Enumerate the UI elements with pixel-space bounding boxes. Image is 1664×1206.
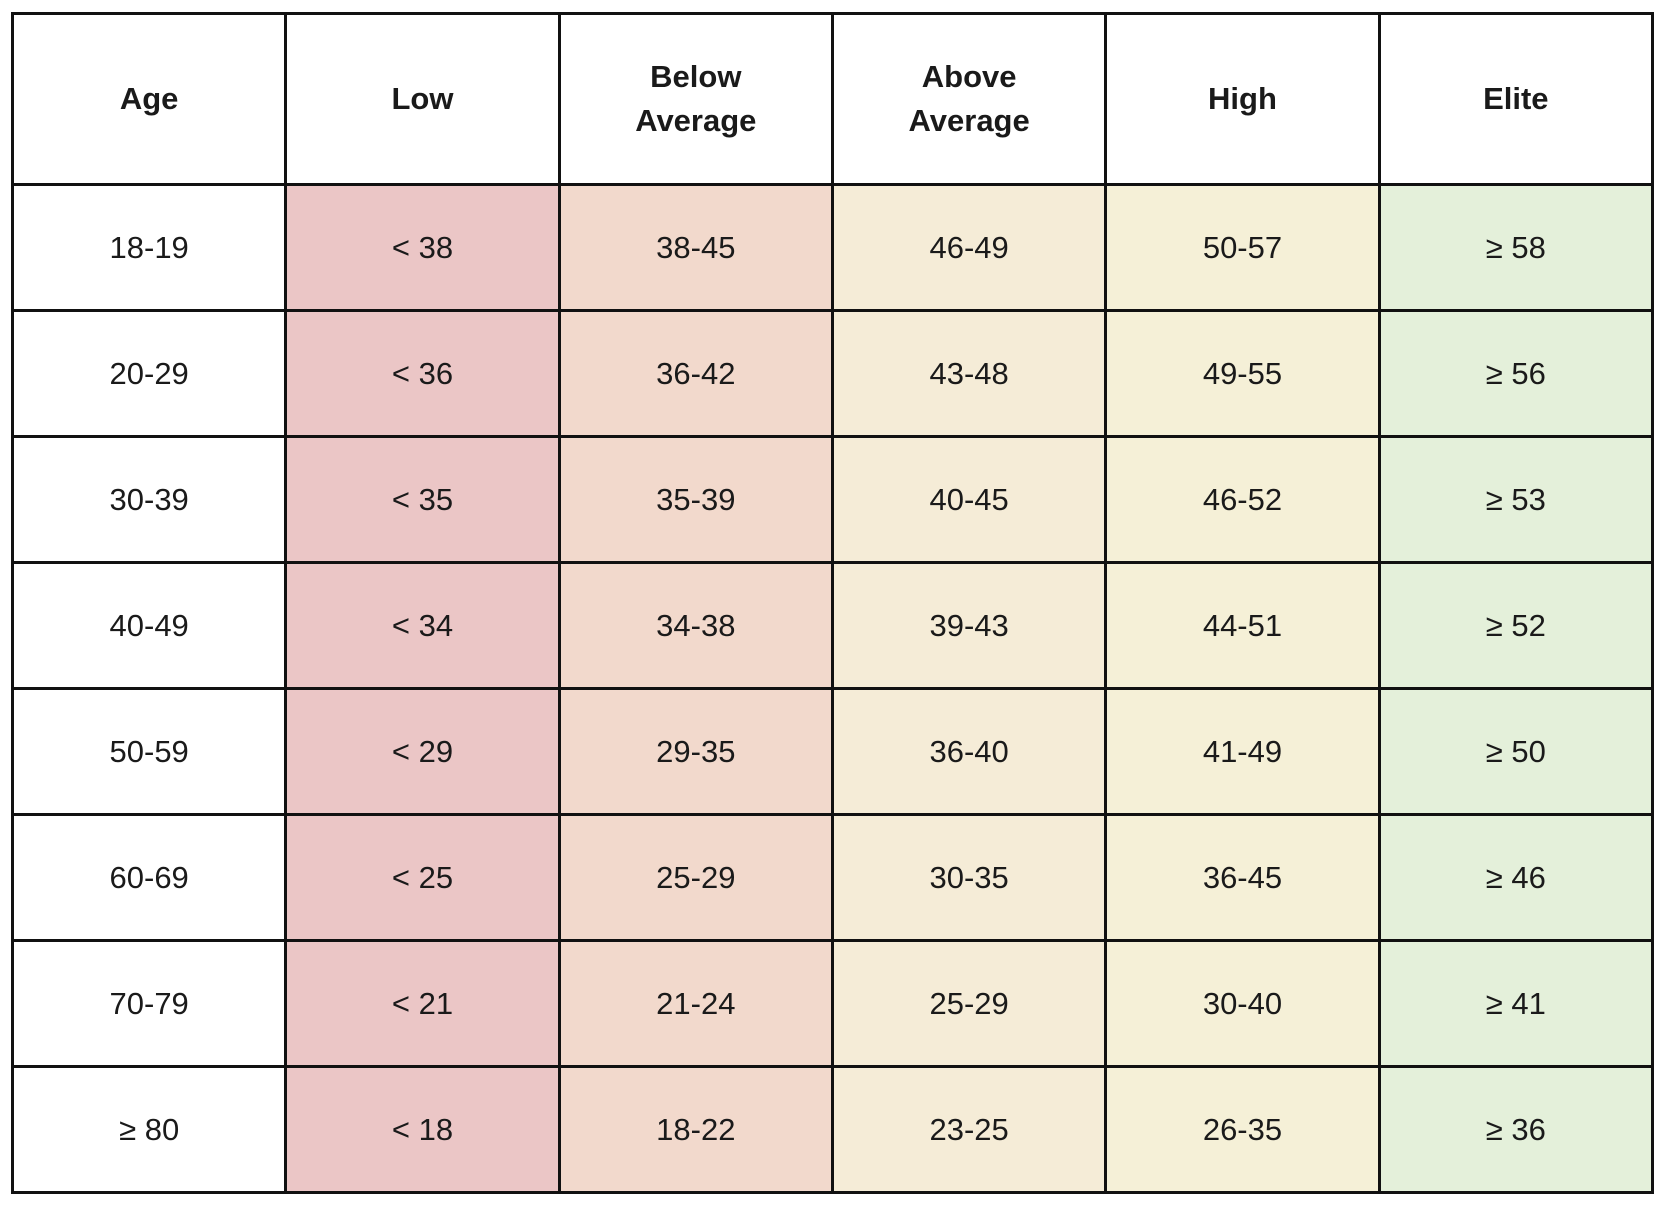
table-row: 60-69 < 25 25-29 30-35 36-45 ≥ 46 [10, 813, 1655, 942]
header-cell: Above Average [830, 12, 1108, 186]
table-cell: ≥ 41 [1377, 939, 1655, 1068]
table-cell: 36-42 [557, 309, 834, 438]
table-cell: 38-45 [557, 183, 834, 312]
table-cell: 25-29 [557, 813, 834, 942]
table-cell: 30-39 [10, 435, 288, 564]
header-row: Age Low Below Average Above Average High Elit… [10, 12, 1655, 186]
table-cell: 18-22 [557, 1065, 834, 1194]
table-cell: < 36 [284, 309, 561, 438]
header-cell: High [1104, 12, 1381, 186]
table-cell: < 35 [284, 435, 561, 564]
table-row: 18-19 < 38 38-45 46-49 50-57 ≥ 58 [10, 183, 1655, 312]
table-cell: ≥ 80 [10, 1065, 288, 1194]
table-cell: 50-57 [1104, 183, 1381, 312]
table-cell: 41-49 [1104, 687, 1381, 816]
table-cell: 35-39 [557, 435, 834, 564]
table-cell: 21-24 [557, 939, 834, 1068]
table-row: ≥ 80 < 18 18-22 23-25 26-35 ≥ 36 [10, 1065, 1655, 1194]
header-text: Age [119, 81, 179, 116]
header-text: Elite [1483, 81, 1549, 116]
header-text: High [1208, 81, 1277, 116]
table-row: 40-49 < 34 34-38 39-43 44-51 ≥ 52 [10, 561, 1655, 690]
header-cell: Elite [1377, 12, 1655, 186]
table-body: 18-19 < 38 38-45 46-49 50-57 ≥ 58 20-29 < 36 36-… [10, 183, 1655, 1194]
table-cell: 46-49 [830, 183, 1108, 312]
table-cell: 30-40 [1104, 939, 1381, 1068]
table-cell: ≥ 56 [1377, 309, 1655, 438]
table-cell: 36-40 [830, 687, 1108, 816]
table-cell: 70-79 [10, 939, 288, 1068]
table-cell: < 38 [284, 183, 561, 312]
table-cell: 18-19 [10, 183, 288, 312]
table-row: 70-79 < 21 21-24 25-29 30-40 ≥ 41 [10, 939, 1655, 1068]
table-cell: 44-51 [1104, 561, 1381, 690]
table-header: Age Low Below Average Above Average High Elit… [10, 12, 1655, 186]
header-cell: Low [284, 12, 561, 186]
table-cell: 34-38 [557, 561, 834, 690]
table-cell: 50-59 [10, 687, 288, 816]
table-cell: 30-35 [830, 813, 1108, 942]
table-cell: 29-35 [557, 687, 834, 816]
table-cell: ≥ 58 [1377, 183, 1655, 312]
table-cell: < 21 [284, 939, 561, 1068]
table-cell: 46-52 [1104, 435, 1381, 564]
table-cell: 20-29 [10, 309, 288, 438]
table-cell: < 25 [284, 813, 561, 942]
table-cell: 40-45 [830, 435, 1108, 564]
table-cell: 49-55 [1104, 309, 1381, 438]
table-cell: < 18 [284, 1065, 561, 1194]
table-cell: 23-25 [830, 1065, 1108, 1194]
table-cell: 39-43 [830, 561, 1108, 690]
header-cell: Age [10, 12, 288, 186]
header-text: Below Average [635, 59, 757, 138]
table-cell: ≥ 50 [1377, 687, 1655, 816]
table-cell: 43-48 [830, 309, 1108, 438]
table-cell: ≥ 36 [1377, 1065, 1655, 1194]
table-cell: ≥ 46 [1377, 813, 1655, 942]
table-row: 30-39 < 35 35-39 40-45 46-52 ≥ 53 [10, 435, 1655, 564]
rating-table: Age Low Below Average Above Average High Elit… [10, 12, 1655, 1194]
table-cell: 40-49 [10, 561, 288, 690]
header-text: Above Average [908, 59, 1030, 138]
table-cell: 26-35 [1104, 1065, 1381, 1194]
table-cell: 36-45 [1104, 813, 1381, 942]
table-cell: 25-29 [830, 939, 1108, 1068]
header-text: Low [391, 81, 454, 116]
header-cell: Below Average [557, 12, 834, 186]
table-row: 20-29 < 36 36-42 43-48 49-55 ≥ 56 [10, 309, 1655, 438]
table-cell: ≥ 52 [1377, 561, 1655, 690]
table-cell: 60-69 [10, 813, 288, 942]
table-row: 50-59 < 29 29-35 36-40 41-49 ≥ 50 [10, 687, 1655, 816]
table-cell: ≥ 53 [1377, 435, 1655, 564]
table-cell: < 29 [284, 687, 561, 816]
table-cell: < 34 [284, 561, 561, 690]
